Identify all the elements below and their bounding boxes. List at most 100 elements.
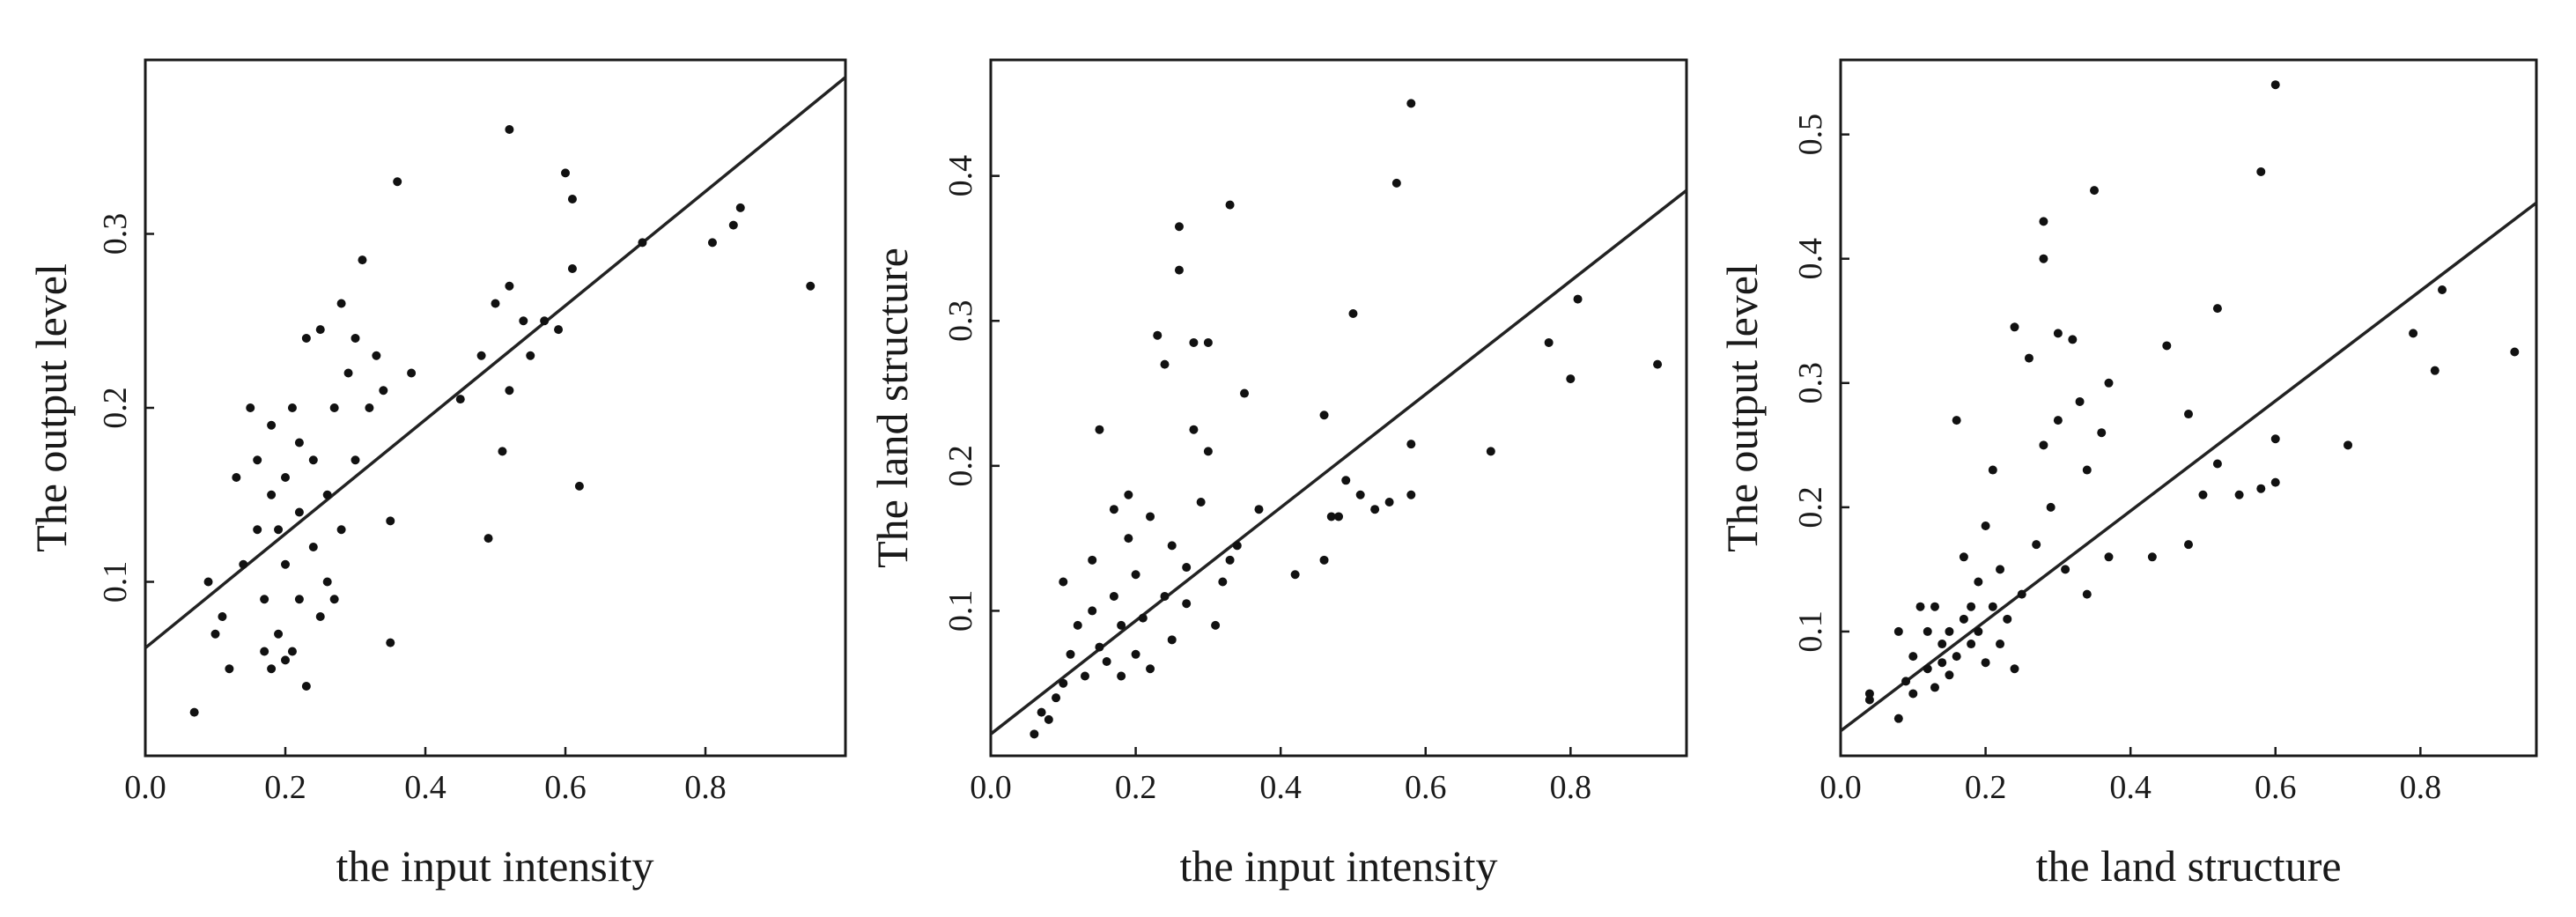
panel-2-frame xyxy=(989,58,1688,758)
panel-2-data-point xyxy=(1182,563,1192,573)
panel-1-x-tick-label: 0.6 xyxy=(544,769,587,806)
panel-3-x-tick-label: 0.8 xyxy=(2400,769,2442,806)
panel-2-data-point xyxy=(1167,635,1177,645)
panel-1-data-point xyxy=(351,455,360,465)
panel-2-data-point xyxy=(1341,476,1351,485)
panel-2-y-axis-label: The land structure xyxy=(867,248,917,568)
panel-2-data-point xyxy=(1088,555,1097,565)
panel-3-data-point xyxy=(2017,589,2026,599)
panel-3-data-point xyxy=(2010,322,2019,332)
panel-1-data-point xyxy=(308,543,318,551)
panel-2-data-point xyxy=(1124,490,1133,499)
panel-2-y-tick-label: 0.3 xyxy=(942,300,979,343)
panel-2-data-point xyxy=(1225,200,1235,210)
panel-3-ticks: 0.0 0.2 0.4 0.6 0.8 0.1 0.2 0.3 0.4 0.5 xyxy=(1792,114,2441,806)
panel-1-data-point xyxy=(267,490,277,499)
panel-1-data-point xyxy=(274,525,284,535)
panel-2-data-point xyxy=(1232,541,1242,551)
panel-2-data-point xyxy=(1544,337,1554,347)
panel-3-data-point xyxy=(2039,440,2048,450)
panel-1-points xyxy=(189,125,816,717)
panel-1-data-point xyxy=(483,534,493,544)
panel-3-x-tick-label: 0.4 xyxy=(2109,769,2152,806)
panel-3-data-point xyxy=(1864,689,1874,699)
panel-1-data-point xyxy=(329,595,339,604)
panel-2-data-point xyxy=(1088,606,1097,616)
panel-2-data-point xyxy=(1211,620,1221,630)
panel-3-y-axis-label: The output level xyxy=(1717,263,1767,552)
panel-1-data-point xyxy=(246,403,255,412)
panel-2-data-point xyxy=(1370,505,1380,514)
panel-1-data-point xyxy=(407,368,417,378)
panel-1-data-point xyxy=(455,395,465,404)
panel-1-x-tick-label: 0.4 xyxy=(404,769,447,806)
panel-1-data-point xyxy=(189,707,199,717)
panel-3-data-point xyxy=(2184,540,2193,550)
panel-1: 0.0 0.2 0.4 0.6 0.8 0.1 0.2 0.3 the input inten… xyxy=(26,58,847,891)
panel-3-data-point xyxy=(1908,689,1918,699)
panel-3-data-point xyxy=(1945,670,1954,680)
panel-3-data-point xyxy=(1864,695,1874,705)
panel-1-y-tick-label: 0.2 xyxy=(97,387,134,429)
panel-1-data-point xyxy=(281,473,290,482)
panel-2-data-point xyxy=(1218,577,1228,587)
panel-3-y-tick-label: 0.2 xyxy=(1792,486,1829,529)
panel-1-data-point xyxy=(281,655,290,665)
panel-2-data-point xyxy=(1196,497,1206,507)
panel-3-data-point xyxy=(2510,347,2520,357)
panel-1-y-tick-label: 0.3 xyxy=(97,213,134,255)
panel-1-data-point xyxy=(386,638,395,647)
panel-3-data-point xyxy=(1901,677,1911,686)
panel-3-data-point xyxy=(1974,626,1983,636)
panel-1-data-point xyxy=(203,577,213,587)
panel-2-data-point xyxy=(1153,330,1163,340)
panel-2-data-point xyxy=(1225,555,1235,565)
panel-3-data-point xyxy=(2053,329,2063,338)
panel-3-data-point xyxy=(2343,440,2353,450)
panel-1-data-point xyxy=(379,386,388,396)
panel-2-data-point xyxy=(1117,671,1126,681)
panel-2-data-point xyxy=(1059,678,1068,688)
panel-2-points xyxy=(1030,99,1663,739)
panel-1-data-point xyxy=(301,334,311,343)
panel-1-data-point xyxy=(351,334,360,343)
panel-2-data-point xyxy=(1095,642,1104,652)
panel-2-data-point xyxy=(1095,425,1104,434)
panel-1-data-point xyxy=(806,281,816,291)
panel-2-x-axis-label: the input intensity xyxy=(1179,841,1497,891)
panel-2-ticks: 0.0 0.2 0.4 0.6 0.8 0.1 0.2 0.3 0.4 xyxy=(942,155,1591,806)
panel-3-data-point xyxy=(2212,304,2222,314)
panel-3-data-point xyxy=(2061,565,2070,574)
panel-2-data-point xyxy=(1486,447,1495,456)
panel-1-data-point xyxy=(561,168,570,178)
panel-3-data-point xyxy=(2010,664,2019,674)
panel-3-data-point xyxy=(2438,285,2447,294)
panel-3-data-point xyxy=(1952,416,1961,425)
panel-3-data-point xyxy=(1923,626,1932,636)
panel-3-data-point xyxy=(2097,428,2107,438)
panel-1-x-tick-label: 0.2 xyxy=(264,769,306,806)
panel-1-data-point xyxy=(554,325,564,335)
panel-2-fit-line xyxy=(989,189,1688,736)
panel-2-data-point xyxy=(1030,729,1039,739)
panel-2-data-point xyxy=(1052,693,1061,703)
panel-1-x-axis-label: the input intensity xyxy=(336,841,653,891)
panel-3-data-point xyxy=(1967,640,1976,649)
panel-1-data-point xyxy=(287,403,297,412)
panel-2-x-tick-label: 0.2 xyxy=(1115,769,1157,806)
panel-3-data-point xyxy=(2046,502,2056,512)
panel-2-data-point xyxy=(1037,707,1046,717)
panel-1-data-point xyxy=(526,351,535,360)
panel-1-data-point xyxy=(638,238,647,248)
panel-3-data-point xyxy=(2198,490,2208,499)
panel-1-data-point xyxy=(287,647,297,656)
panel-1-data-point xyxy=(491,299,500,308)
panel-1-data-point xyxy=(498,447,507,456)
panel-3-data-point xyxy=(2032,540,2041,550)
panel-2-x-tick-label: 0.0 xyxy=(970,769,1012,806)
panel-2-data-point xyxy=(1080,671,1089,681)
panel-3-data-point xyxy=(2039,217,2048,226)
panel-1-data-point xyxy=(567,264,577,273)
panel-3-data-point xyxy=(2039,254,2048,263)
panel-2-data-point xyxy=(1124,534,1133,544)
